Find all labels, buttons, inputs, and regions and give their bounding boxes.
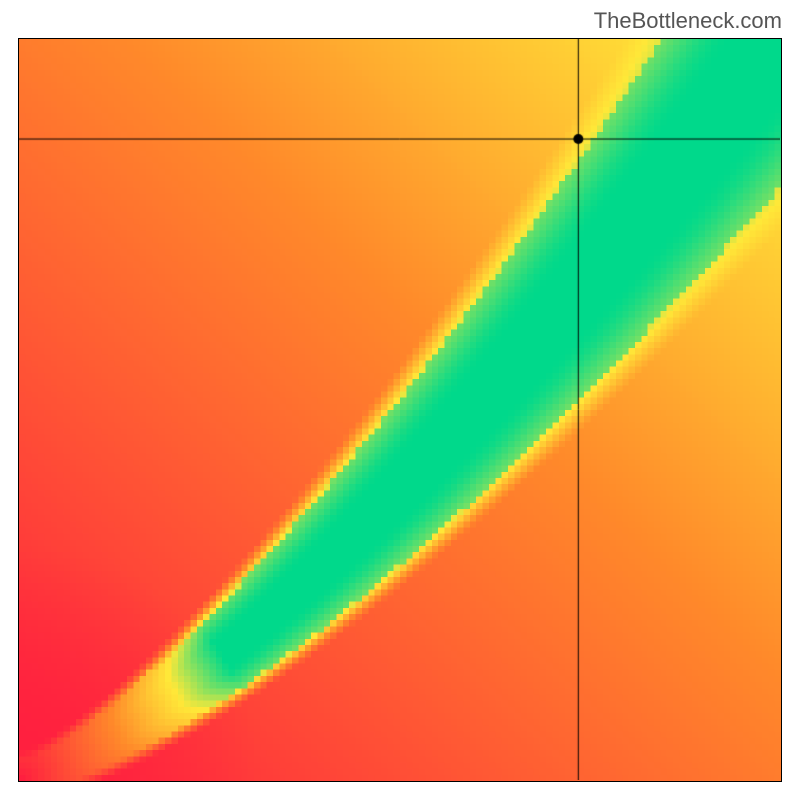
watermark-text: TheBottleneck.com <box>594 8 782 34</box>
bottleneck-heatmap <box>19 39 781 781</box>
figure-container: TheBottleneck.com <box>0 0 800 800</box>
plot-area <box>18 38 782 782</box>
